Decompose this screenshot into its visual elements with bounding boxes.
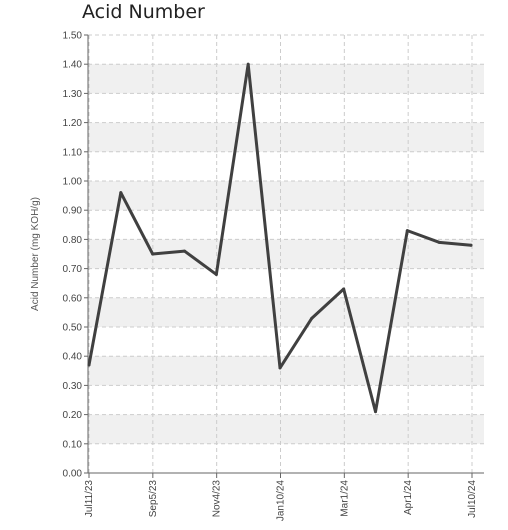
y-tick-label: 1.50 xyxy=(63,31,83,42)
y-tick-label: 1.40 xyxy=(63,60,83,71)
x-tick-label: Jul10/24 xyxy=(467,480,478,518)
y-tick-label: 1.20 xyxy=(63,118,83,129)
y-tick-label: 1.10 xyxy=(63,147,83,158)
grid-band xyxy=(88,414,484,444)
y-tick-label: 0.00 xyxy=(63,469,83,480)
data-point xyxy=(342,287,346,291)
y-tick-label: 0.80 xyxy=(63,235,83,246)
background-bands xyxy=(88,64,484,444)
data-point xyxy=(405,229,409,233)
y-tick-label: 0.50 xyxy=(63,323,83,334)
x-tick-label: Apr1/24 xyxy=(403,480,414,515)
data-point xyxy=(119,191,123,195)
data-point xyxy=(374,410,377,414)
data-point xyxy=(246,62,250,66)
chart-title: Acid Number xyxy=(82,1,205,23)
x-tick-label: Jan10/24 xyxy=(276,480,287,522)
y-tick-labels: 0.00 0.10 0.20 0.30 0.40 0.50 0.60 0.70 0.80 0.90… xyxy=(63,31,83,480)
data-point xyxy=(310,316,314,320)
grid-band xyxy=(88,181,484,211)
x-tick-label: Mar1/24 xyxy=(339,480,350,517)
grid-band xyxy=(88,122,484,152)
data-point xyxy=(437,240,441,244)
x-tick-label: Nov4/23 xyxy=(212,480,223,518)
y-tick-label: 0.60 xyxy=(63,293,83,304)
x-tick-labels: Jul11/23 Sep5/23 Nov4/23 Jan10/24 Mar1/24 Apr… xyxy=(84,480,478,522)
axes xyxy=(84,34,484,478)
x-tick-label: Jul11/23 xyxy=(84,480,95,518)
grid-band xyxy=(88,64,484,94)
y-tick-label: 0.20 xyxy=(63,410,83,421)
data-point xyxy=(278,366,282,370)
data-series xyxy=(87,62,473,414)
data-point xyxy=(151,252,155,256)
data-point xyxy=(469,243,473,247)
y-tick-label: 1.00 xyxy=(63,177,83,188)
y-tick-label: 0.70 xyxy=(63,264,83,275)
data-point xyxy=(214,272,218,276)
data-point xyxy=(183,249,186,253)
gridlines xyxy=(88,34,484,474)
y-tick-label: 0.90 xyxy=(63,206,83,217)
y-tick-label: 0.40 xyxy=(63,352,83,363)
y-tick-label: 0.30 xyxy=(63,381,83,392)
x-tick-label: Sep5/23 xyxy=(148,480,159,518)
y-tick-label: 1.30 xyxy=(63,89,83,100)
y-axis-label: Acid Number (mg KOH/g) xyxy=(30,197,41,311)
data-point xyxy=(87,363,91,367)
y-tick-label: 0.10 xyxy=(63,439,83,450)
grid-band xyxy=(88,297,484,327)
